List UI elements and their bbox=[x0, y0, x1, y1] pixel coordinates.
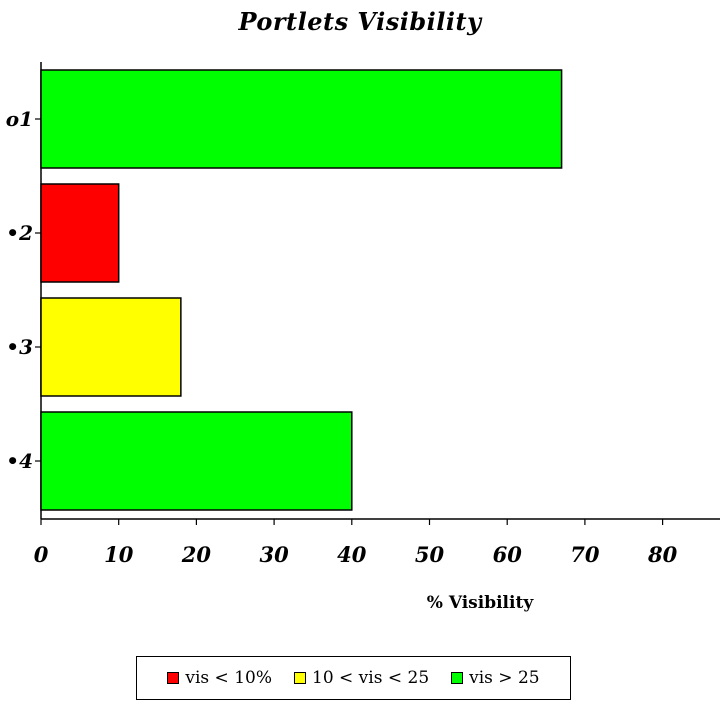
legend-item-mid: 10 < vis < 25 bbox=[294, 668, 429, 688]
x-tick-label: 70 bbox=[570, 542, 600, 567]
bar-p3 bbox=[40, 297, 182, 397]
legend-swatch-low bbox=[167, 672, 180, 684]
legend: vis < 10% 10 < vis < 25 vis > 25 bbox=[136, 656, 571, 700]
x-tick-label: 80 bbox=[647, 542, 678, 567]
x-tick-label: 30 bbox=[259, 542, 289, 567]
x-tick-label: 60 bbox=[493, 542, 523, 567]
legend-label-mid: 10 < vis < 25 bbox=[312, 668, 430, 688]
x-tick-label: 10 bbox=[104, 542, 134, 567]
x-axis-title: % Visibility bbox=[426, 593, 534, 613]
y-tick-label: o1 bbox=[6, 107, 33, 131]
y-tick-label: •3 bbox=[6, 335, 33, 359]
legend-item-high: vis > 25 bbox=[451, 668, 540, 688]
y-tick-label: •2 bbox=[6, 221, 33, 245]
legend-item-low: vis < 10% bbox=[167, 668, 272, 688]
x-tick-label: 50 bbox=[415, 542, 445, 567]
y-tick-label: •4 bbox=[6, 449, 33, 473]
bar-p4 bbox=[40, 411, 353, 511]
chart-title: Portlets Visibility bbox=[238, 7, 482, 36]
x-tick-label: 0 bbox=[34, 542, 49, 567]
legend-swatch-mid bbox=[294, 672, 306, 684]
legend-label-high: vis > 25 bbox=[469, 668, 540, 688]
x-tick-label: 20 bbox=[181, 542, 212, 567]
x-tick-label: 40 bbox=[337, 542, 367, 567]
bar-p1 bbox=[40, 69, 563, 169]
bar-p2 bbox=[40, 183, 120, 283]
legend-label-low: vis < 10% bbox=[185, 668, 272, 688]
legend-swatch-high bbox=[451, 672, 464, 684]
